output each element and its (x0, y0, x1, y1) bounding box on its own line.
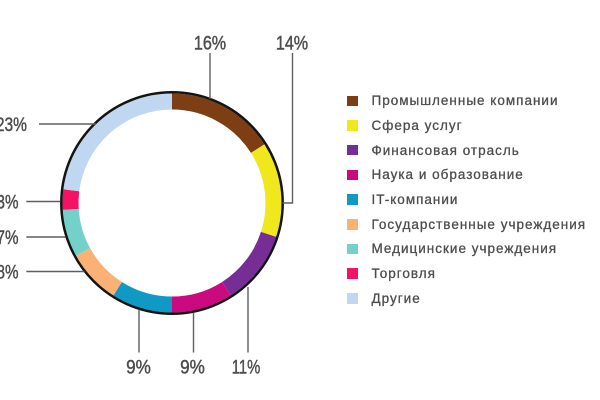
svg-text:9%: 9% (126, 357, 151, 378)
svg-text:23%: 23% (0, 114, 27, 136)
svg-text:9%: 9% (180, 357, 205, 378)
svg-text:3%: 3% (0, 191, 19, 213)
svg-text:7%: 7% (0, 226, 19, 248)
svg-text:8%: 8% (0, 261, 19, 283)
svg-text:16%: 16% (194, 32, 227, 54)
svg-text:14%: 14% (276, 32, 309, 54)
svg-text:11%: 11% (232, 357, 261, 378)
